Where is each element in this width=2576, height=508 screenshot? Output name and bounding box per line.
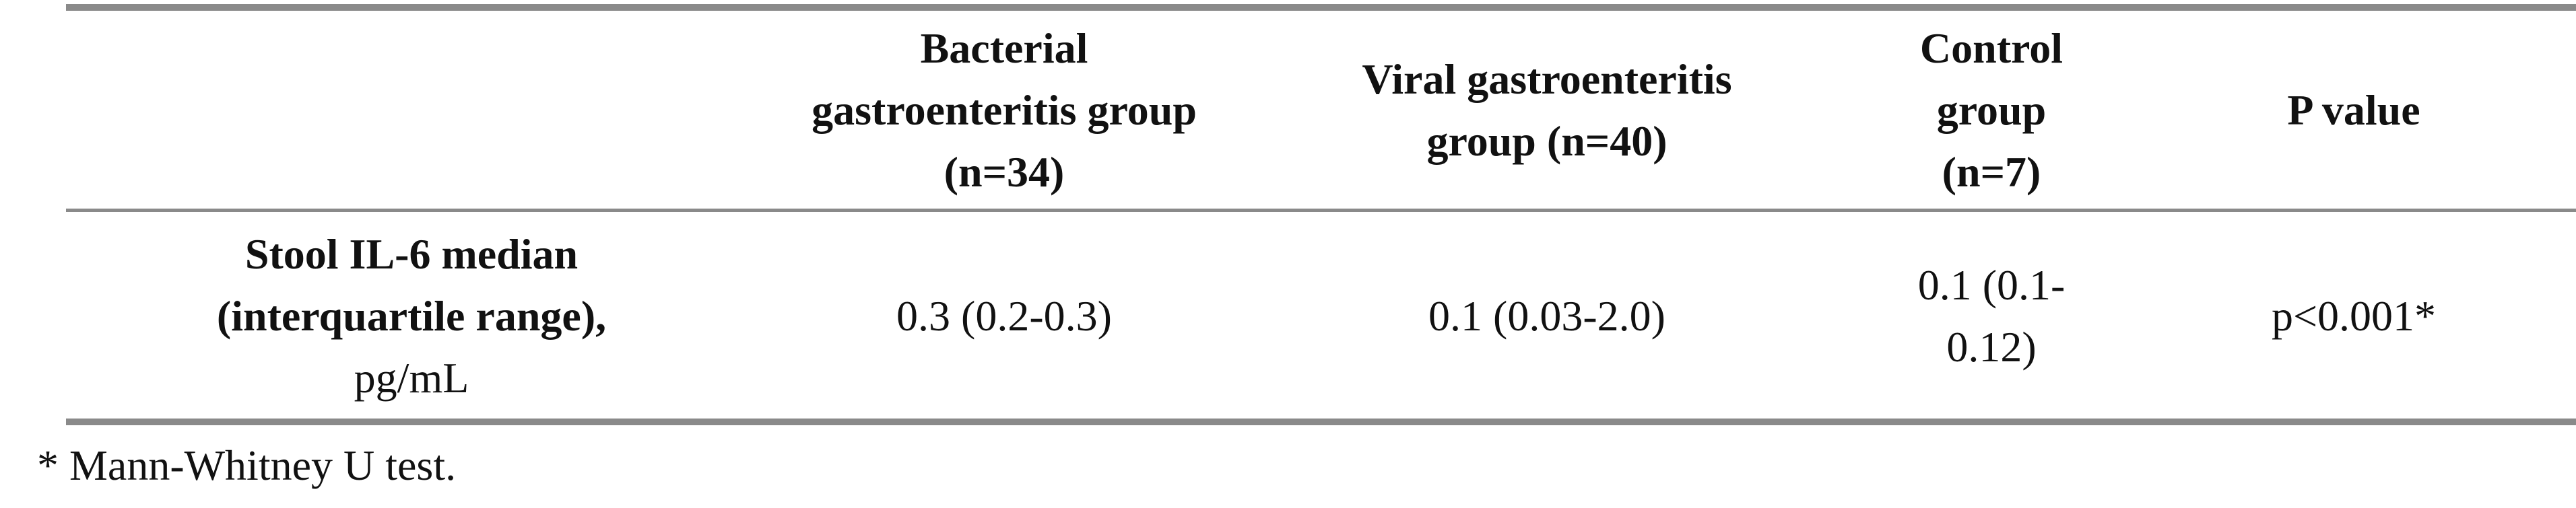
header-cell-line: gastroenteritis group xyxy=(812,86,1197,134)
row-label: Stool IL-6 median (interquartile range), p… xyxy=(135,223,688,409)
data-cell-line: p<0.001* xyxy=(2271,292,2437,340)
header-cell-line: Viral gastroenteritis xyxy=(1362,55,1732,103)
header-cell-line: (n=7) xyxy=(1942,148,2041,196)
header-cell-line: (n=34) xyxy=(944,148,1065,196)
header-cell: Viral gastroenteritis group (n=40) xyxy=(1271,48,1823,172)
data-cell: 0.3 (0.2-0.3) xyxy=(728,285,1280,347)
header-rule xyxy=(66,209,2576,212)
data-cell: p<0.001* xyxy=(2078,285,2576,347)
data-cell-line: 0.3 (0.2-0.3) xyxy=(896,292,1112,340)
footnote: * Mann-Whitney U test. xyxy=(37,441,457,489)
data-cell-line: 0.1 (0.1- xyxy=(1917,261,2066,309)
data-cell: 0.1 (0.03-2.0) xyxy=(1271,285,1823,347)
header-cell: Control group (n=7) xyxy=(1715,17,2268,203)
header-cell: Bacterial gastroenteritis group (n=34) xyxy=(728,17,1280,203)
data-cell-line: 0.1 (0.03-2.0) xyxy=(1428,292,1665,340)
row-label-line: Stool IL-6 median xyxy=(244,230,579,278)
top-rule xyxy=(66,4,2576,11)
header-cell-line: P value xyxy=(2287,86,2420,134)
data-cell-line: 0.12) xyxy=(1946,323,2037,371)
row-label-line: pg/mL xyxy=(354,354,469,402)
header-cell: P value xyxy=(2078,79,2576,141)
header-cell-line: Control xyxy=(1919,24,2063,72)
bottom-rule xyxy=(66,419,2576,425)
row-label-line: (interquartile range), xyxy=(216,292,607,340)
header-cell-line: group (n=40) xyxy=(1426,117,1667,165)
header-cell-line: group xyxy=(1936,86,2047,134)
data-cell: 0.1 (0.1- 0.12) xyxy=(1715,254,2268,378)
header-cell-line: Bacterial xyxy=(920,24,1088,72)
